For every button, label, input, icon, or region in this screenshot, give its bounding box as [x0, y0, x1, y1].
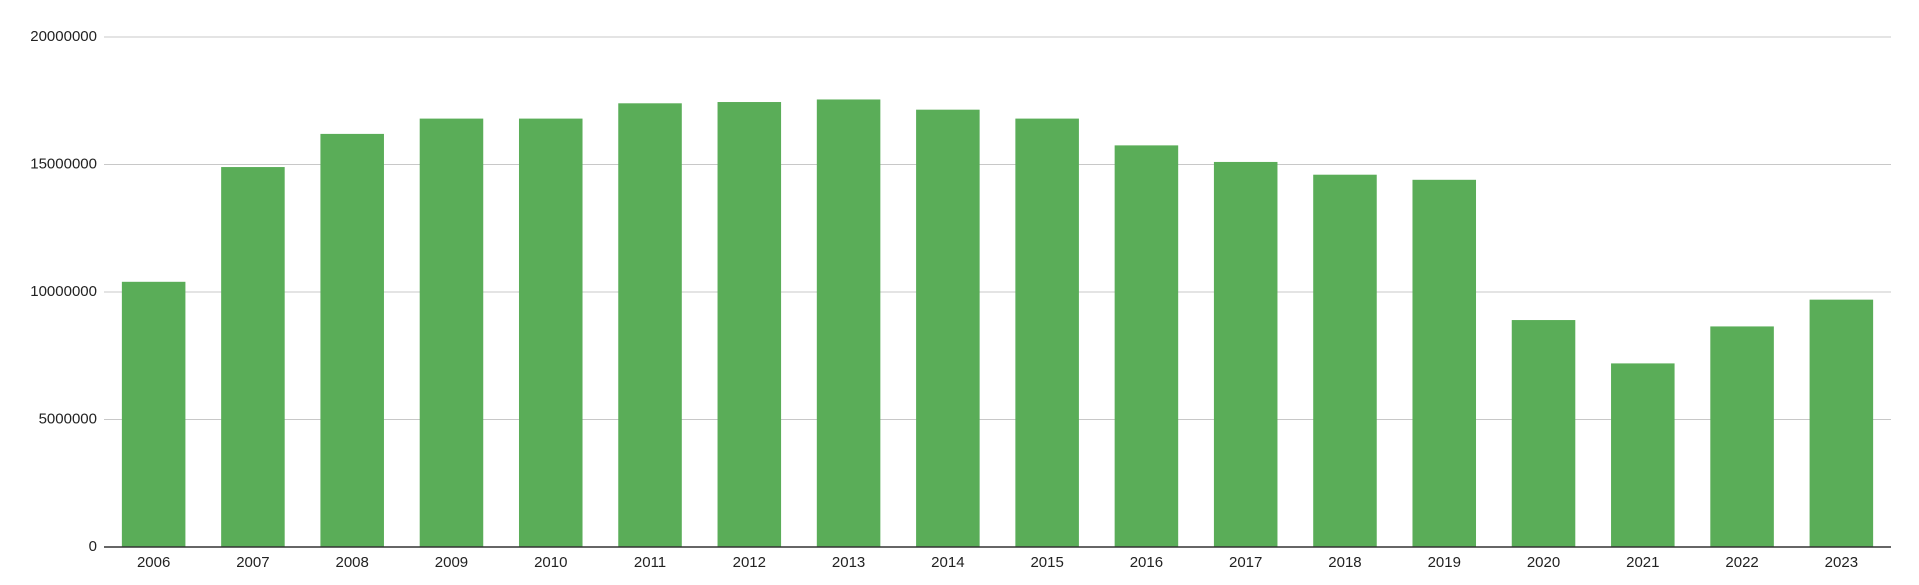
- x-tick-label: 2020: [1527, 554, 1560, 571]
- x-tick-label: 2009: [435, 554, 468, 571]
- bar: [1213, 161, 1278, 547]
- x-tick-label: 2012: [733, 554, 766, 571]
- x-tick-label: 2013: [832, 554, 865, 571]
- bar: [618, 103, 682, 548]
- bar: [717, 102, 782, 548]
- x-tick-label: 2007: [236, 554, 269, 571]
- x-tick-label: 2006: [137, 554, 170, 571]
- bar: [1710, 326, 1774, 547]
- bar: [121, 281, 186, 547]
- bar: [816, 99, 881, 547]
- y-tick-label: 10000000: [30, 283, 97, 300]
- x-tick-label: 2015: [1030, 554, 1063, 571]
- x-tick-label: 2010: [534, 554, 567, 571]
- x-tick-label: 2014: [931, 554, 964, 571]
- bar: [419, 118, 484, 547]
- bar: [518, 118, 583, 547]
- bar: [1809, 299, 1874, 547]
- x-tick-label: 2016: [1130, 554, 1163, 571]
- bar: [221, 167, 285, 548]
- bar: [916, 109, 980, 548]
- bar: [1114, 145, 1179, 547]
- bar: [320, 133, 384, 547]
- x-tick-label: 2011: [634, 554, 666, 571]
- x-tick-label: 2008: [336, 554, 369, 571]
- x-tick-label: 2018: [1328, 554, 1361, 571]
- bar: [1511, 320, 1576, 547]
- bar: [1611, 363, 1675, 547]
- y-tick-label: 15000000: [30, 155, 97, 172]
- y-tick-label: 20000000: [30, 28, 97, 45]
- y-tick-label: 0: [89, 538, 97, 555]
- y-tick-label: 5000000: [39, 410, 97, 427]
- x-tick-label: 2022: [1725, 554, 1758, 571]
- x-tick-label: 2017: [1229, 554, 1262, 571]
- x-tick-label: 2021: [1626, 554, 1659, 571]
- bar: [1313, 174, 1377, 547]
- bar: [1015, 118, 1079, 547]
- x-tick-label: 2023: [1825, 554, 1858, 571]
- x-tick-label: 2019: [1428, 554, 1461, 571]
- bar: [1412, 179, 1477, 548]
